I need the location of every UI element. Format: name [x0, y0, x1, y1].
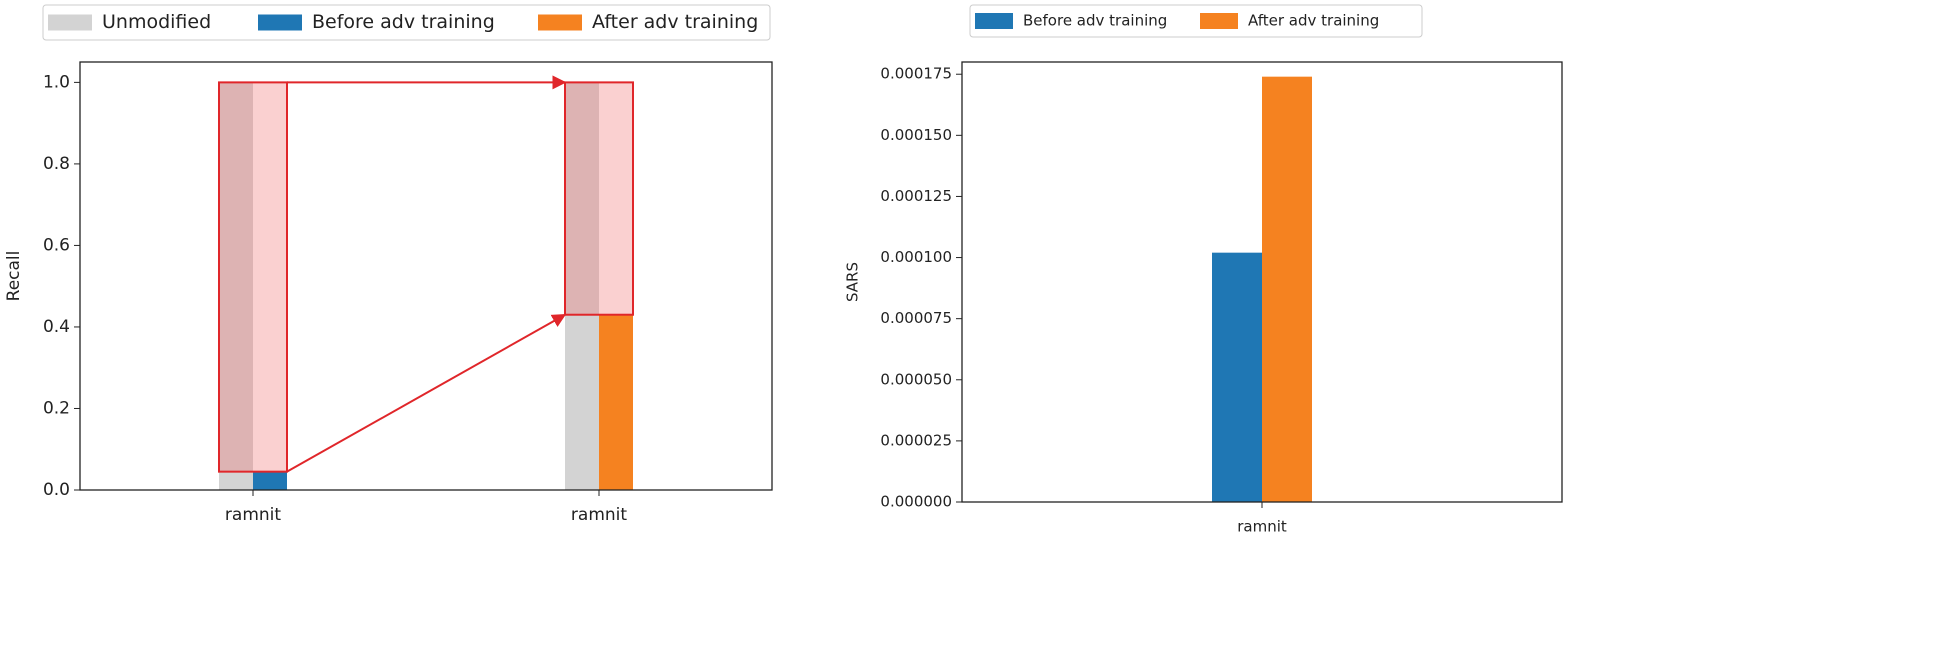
y-tick-label: 0.000075	[880, 309, 952, 327]
y-tick-label: 0.000025	[880, 431, 952, 449]
legend-label: After adv training	[592, 11, 758, 33]
legend-box	[969, 4, 1423, 38]
y-tick-label: 0.6	[43, 235, 70, 255]
bar	[219, 82, 253, 490]
legend-swatch	[258, 14, 302, 31]
y-tick-label: 0.4	[43, 317, 70, 337]
y-axis-label: SARS	[844, 262, 862, 302]
legend-swatch	[975, 13, 1013, 29]
y-tick-label: 0.8	[43, 154, 70, 174]
x-tick-label: ramnit	[1237, 518, 1287, 536]
y-tick-label: 0.0	[43, 480, 70, 500]
plot-frame	[961, 61, 1563, 503]
legend-swatch	[48, 14, 92, 31]
bar	[565, 82, 599, 490]
x-tick-label: ramnit	[225, 505, 281, 525]
bar	[253, 471, 287, 490]
y-tick-label: 0.000150	[880, 126, 952, 144]
y-tick-label: 0.000050	[880, 370, 952, 388]
plot-frame	[79, 61, 773, 491]
legend-swatch	[538, 14, 582, 31]
legend-box	[42, 4, 771, 41]
y-tick-label: 0.000100	[880, 248, 952, 266]
y-tick-label: 0.000000	[880, 493, 952, 511]
bar	[599, 314, 633, 490]
y-tick-label: 0.000175	[880, 65, 952, 83]
bar	[1212, 252, 1262, 502]
y-tick-label: 0.000125	[880, 187, 952, 205]
arrow	[286, 313, 567, 473]
gap-highlight	[564, 81, 634, 316]
legend-swatch	[1200, 13, 1238, 29]
x-tick-label: ramnit	[571, 505, 627, 525]
legend-label: Unmodified	[102, 11, 211, 33]
y-tick-label: 1.0	[43, 72, 70, 92]
legend-label: After adv training	[1248, 12, 1379, 30]
gap-highlight	[218, 81, 288, 473]
y-tick-label: 0.2	[43, 398, 70, 418]
bar	[1262, 76, 1312, 503]
y-axis-label: Recall	[4, 251, 24, 302]
legend-label: Before adv training	[1023, 12, 1167, 30]
legend-label: Before adv training	[312, 11, 495, 33]
